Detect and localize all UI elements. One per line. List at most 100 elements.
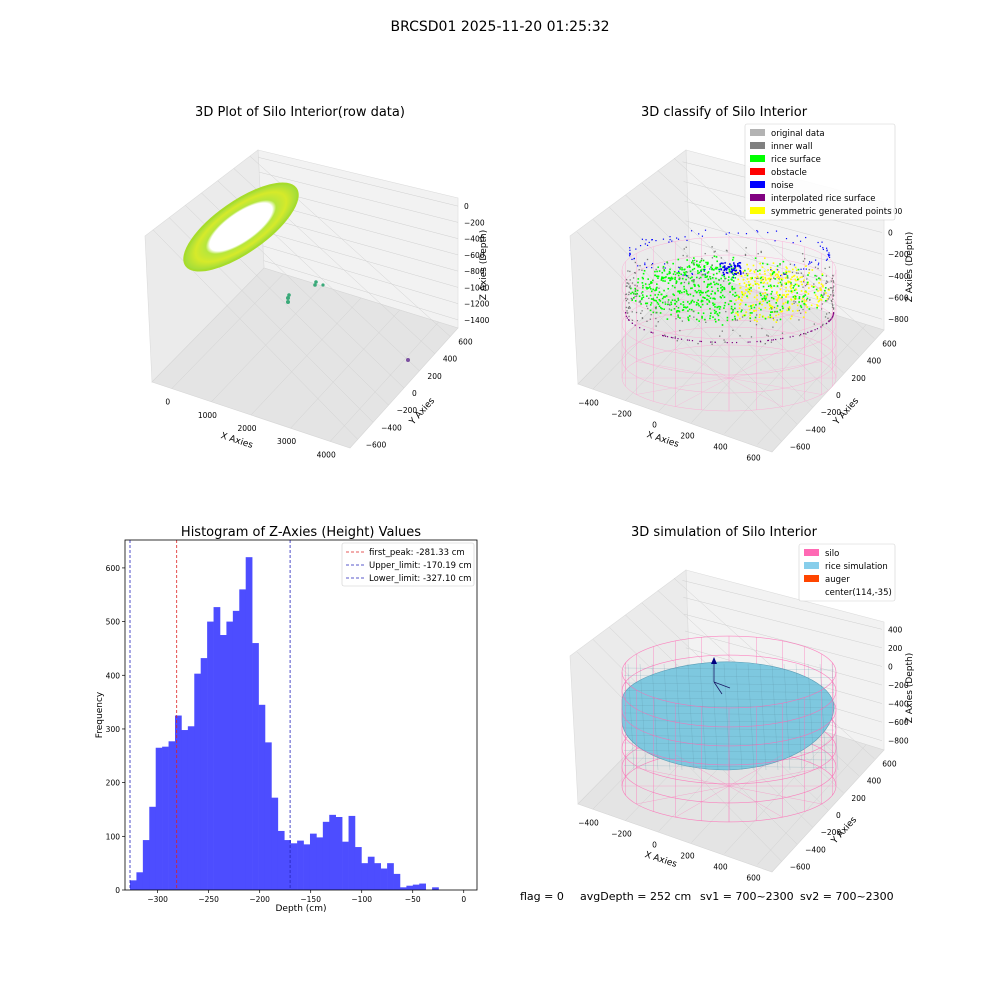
footer-sv2: sv2 = 700~2300 (800, 890, 894, 903)
histogram-bar (322, 821, 330, 890)
histogram-x-axis-label: Depth (cm) (275, 904, 326, 914)
figure-suptitle: BRCSD01 2025-11-20 01:25:32 (390, 19, 609, 35)
histogram-bar (219, 635, 227, 890)
histogram-bar (432, 887, 439, 890)
raw-z-tick-label: −1000 (464, 283, 490, 292)
simulation-z-tick-label: 200 (888, 644, 903, 653)
raw-rice-ring (183, 182, 299, 272)
histogram-y-tick-label: 500 (106, 618, 121, 627)
classify-legend: original data inner wall rice surface obsta… (744, 123, 896, 221)
histogram-bar (245, 557, 253, 890)
simulation-legend-swatch (804, 575, 819, 582)
raw-z-tick-label: −600 (464, 251, 485, 260)
classify-legend-swatch (750, 155, 765, 162)
histogram-bar (316, 837, 324, 890)
classify-legend-swatch (750, 142, 765, 149)
footer-flag: flag = 0 (520, 890, 564, 903)
histogram-bar (419, 883, 426, 890)
histogram-bar (374, 863, 381, 890)
histogram-y-tick-label: 400 (106, 671, 121, 680)
histogram-y-tick-label: 300 (106, 725, 121, 734)
raw-x-axis-label: X Axies (219, 431, 254, 451)
simulation-x-tick-label: 600 (746, 874, 761, 883)
simulation-rice-surface (621, 661, 839, 771)
histogram-bar (252, 643, 259, 890)
classify-x-axis-label: X Axies (645, 430, 680, 450)
histogram-bar (303, 844, 311, 890)
simulation-legend-label: rice simulation (825, 562, 888, 572)
histogram-bar (297, 840, 304, 890)
histogram-bar (200, 658, 208, 890)
classify-point-cloud (625, 229, 835, 345)
simulation-z-tick-label: −600 (888, 718, 909, 727)
classify-z-tick-label: −200 (888, 250, 909, 259)
simulation-z-tick-label: −200 (888, 681, 909, 690)
classify-z-tick-label: −400 (888, 272, 909, 281)
simulation-x-tick-label: −200 (611, 830, 632, 839)
classify-z-tick-label: −600 (888, 294, 909, 303)
simulation-z-tick-label: −400 (888, 700, 909, 709)
footer-avg-depth: avgDepth = 252 cm (580, 890, 691, 903)
histogram-legend-label: Lower_limit: -327.10 cm (369, 574, 471, 584)
simulation-x-tick-label: 200 (680, 852, 695, 861)
histogram-bar (129, 880, 137, 890)
raw-y-tick-label: 0 (412, 389, 417, 398)
simulation-panel-title: 3D simulation of Silo Interior (631, 525, 818, 540)
simulation-z-axis-label: Z Axies (Depth) (905, 653, 915, 724)
raw-x-tick-label: 3000 (277, 437, 296, 446)
raw-x-tick-label: 4000 (317, 450, 336, 459)
classify-legend-label: obstacle (771, 168, 807, 178)
histogram-bar (412, 884, 420, 890)
histogram-bar (194, 673, 202, 890)
histogram-title: Histogram of Z-Axies (Height) Values (181, 525, 421, 540)
histogram-bar (207, 621, 214, 890)
histogram-x-tick-label: −150 (300, 895, 321, 904)
raw-y-tick-label: −200 (397, 406, 418, 415)
histogram-bar (155, 747, 163, 890)
simulation-legend-label: auger (825, 575, 850, 585)
classify-legend-label: rice surface (771, 155, 821, 165)
classify-x-tick-label: 600 (746, 454, 761, 463)
histogram-reference-lines (129, 540, 291, 890)
histogram-axes-frame (124, 539, 478, 891)
histogram-bar (258, 704, 266, 890)
classify-y-tick-label: 200 (851, 374, 866, 383)
raw-x-tick-label: 1000 (198, 411, 217, 420)
histogram-bar (213, 607, 221, 890)
simulation-x-tick-label: −400 (578, 819, 599, 828)
simulation-legend-label: center(114,-35) (825, 588, 892, 598)
histogram-bar (187, 726, 195, 890)
simulation-legend: silo rice simulation auger center(114,-35) (798, 543, 896, 602)
raw-scatter-points (286, 280, 410, 362)
raw-y-tick-label: 200 (427, 372, 442, 381)
classify-legend-label: interpolated rice surface (771, 194, 876, 204)
raw-z-tick-label: 0 (464, 202, 469, 211)
histogram-bar (335, 816, 343, 890)
histogram-x-tick-label: −250 (198, 895, 219, 904)
classify-x-tick-label: 200 (680, 432, 695, 441)
histogram-bar (329, 814, 336, 890)
classify-y-tick-label: 600 (882, 340, 897, 349)
simulation-z-tick-label: −800 (888, 737, 909, 746)
simulation-y-tick-label: 200 (851, 794, 866, 803)
simulation-3d-plot: 3D simulation of Silo Interior −400 −200 0… (569, 525, 915, 883)
classify-y-tick-label: 400 (867, 357, 882, 366)
histogram-bar (264, 742, 272, 890)
histogram-bar (142, 840, 150, 890)
classify-x-tick-label: −400 (578, 399, 599, 408)
histogram-bar (181, 730, 189, 890)
classify-y-tick-label: 0 (836, 391, 841, 400)
histogram-y-tick-label: 100 (106, 832, 121, 841)
histogram-bar (168, 741, 176, 890)
classify-legend-label: symmetric generated points (771, 207, 892, 217)
histogram-ticks: −300 −250 −200 −150 −100 −50 0 0 100 200 300 400 500… (106, 564, 467, 904)
raw-z-axis-label: Z Axies (Depth) (479, 230, 489, 301)
histogram-bar (367, 856, 375, 890)
simulation-legend-swatch (804, 562, 819, 569)
classify-panel-title: 3D classify of Silo Interior (641, 105, 808, 120)
raw-x-tick-label: 0 (165, 398, 170, 407)
raw-x-tick-label: 2000 (237, 424, 256, 433)
classify-legend-swatch (750, 129, 765, 136)
simulation-y-tick-label: −600 (790, 862, 811, 871)
